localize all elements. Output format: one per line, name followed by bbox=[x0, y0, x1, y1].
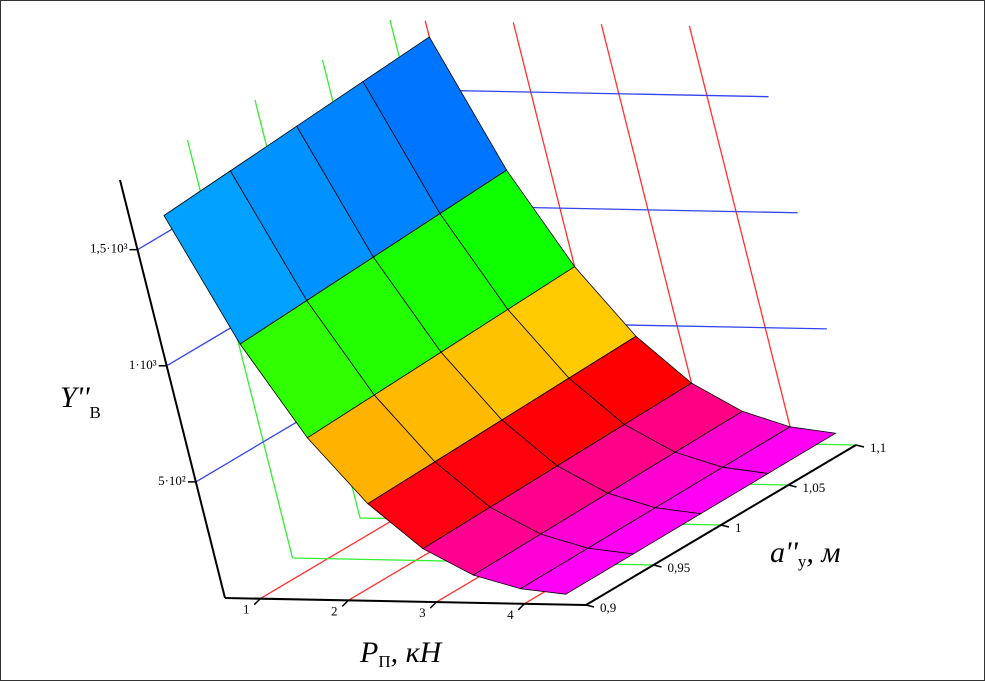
y-tick bbox=[720, 524, 730, 528]
x-tick-label: 4 bbox=[507, 607, 514, 622]
x-tick-label: 2 bbox=[331, 603, 338, 618]
x-tick bbox=[341, 599, 349, 607]
y-tick bbox=[855, 444, 865, 448]
y-tick-label: 1,1 bbox=[870, 440, 886, 455]
x-axis-label: PП, кН bbox=[359, 636, 444, 671]
z-tick-label: 1,5·10³ bbox=[90, 241, 128, 256]
x-axis bbox=[224, 597, 587, 606]
y-tick bbox=[788, 484, 797, 488]
x-tick bbox=[429, 601, 437, 609]
z-axis-label: Y''В bbox=[60, 381, 101, 422]
y-tick bbox=[585, 604, 595, 608]
y-tick-label: 1,05 bbox=[803, 480, 826, 495]
surface-patch bbox=[519, 547, 635, 595]
axes: 1 2 3 4 0,9 0,95 1 1,05 1,1 5·10² 1·10³ 1,5·10³ bbox=[90, 179, 886, 622]
y-tick-label: 0,95 bbox=[668, 560, 691, 575]
y-tick-label: 1 bbox=[735, 520, 742, 535]
z-tick-label: 1·10³ bbox=[129, 357, 157, 372]
x-tick bbox=[253, 598, 261, 606]
x-tick bbox=[517, 603, 525, 611]
y-tick bbox=[653, 564, 662, 568]
surface bbox=[163, 36, 837, 595]
x-tick-label: 3 bbox=[419, 605, 426, 620]
x-tick-label: 1 bbox=[243, 602, 250, 617]
y-tick-label: 0,9 bbox=[600, 600, 616, 615]
y-axis-label: a''у, м bbox=[770, 536, 841, 571]
z-grid-line bbox=[407, 89, 769, 98]
z-tick-label: 5·10² bbox=[158, 473, 186, 488]
